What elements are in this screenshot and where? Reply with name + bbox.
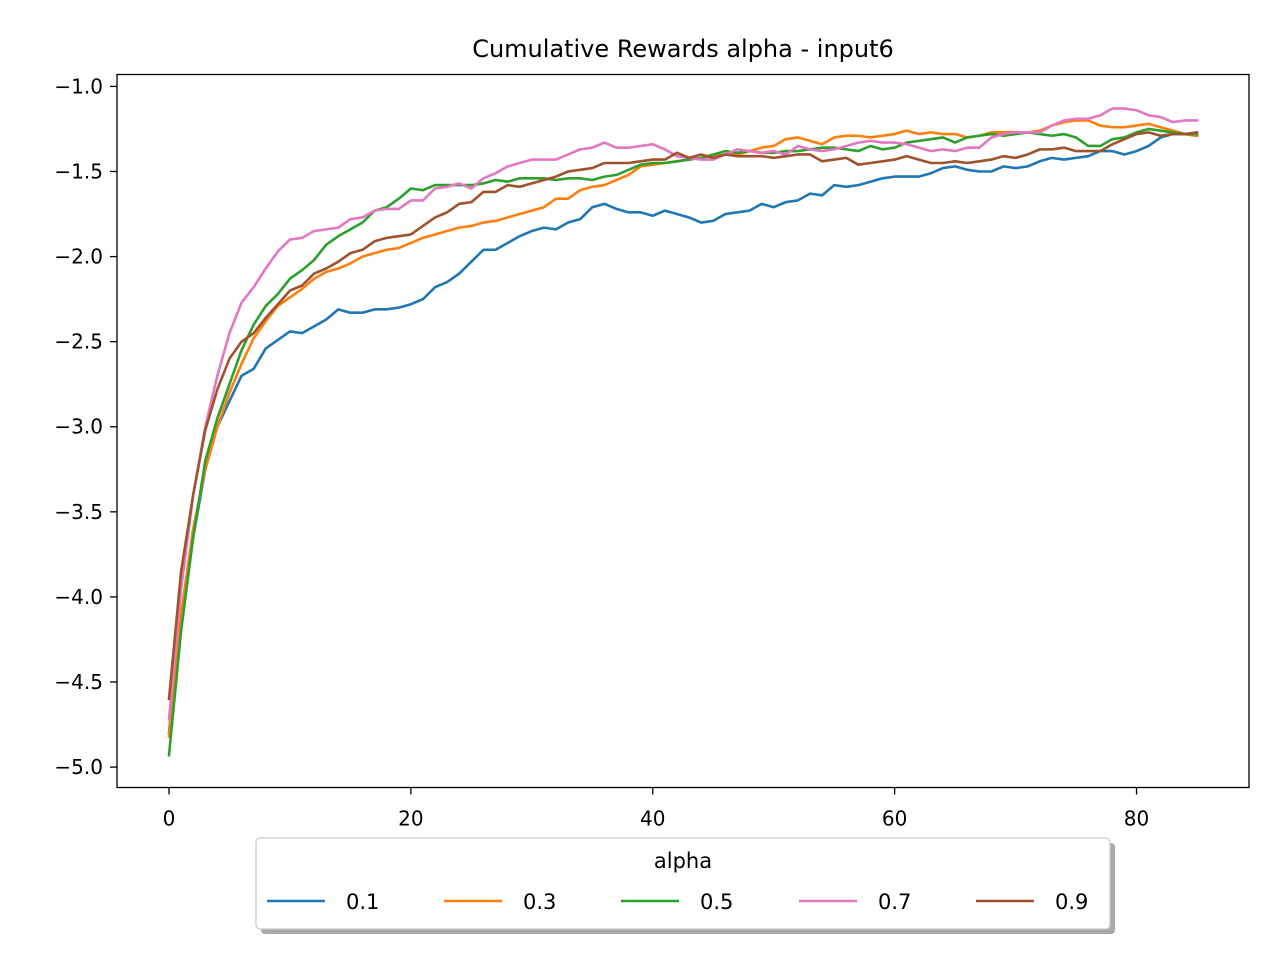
y-tick-label: −3.5	[54, 500, 103, 524]
legend-label: 0.5	[700, 890, 733, 914]
x-tick-label: 20	[398, 807, 423, 831]
legend-label: 0.7	[878, 890, 911, 914]
x-tick-label: 80	[1124, 807, 1149, 831]
y-tick-label: −4.0	[54, 585, 103, 609]
legend-item-0.3: 0.3	[444, 890, 556, 914]
legend: alpha 0.1 0.3 0.5 0.7 0.9	[255, 837, 1115, 934]
y-tick-label: −1.5	[54, 159, 103, 183]
y-tick-label: −5.0	[54, 755, 103, 779]
legend-label: 0.3	[523, 890, 556, 914]
legend-item-0.5: 0.5	[621, 890, 733, 914]
legend-item-0.7: 0.7	[799, 890, 911, 914]
series-line-0.9	[167, 130, 1199, 701]
x-tick-label: 40	[640, 807, 665, 831]
series-line-0.1	[167, 132, 1199, 735]
legend-label: 0.9	[1055, 890, 1088, 914]
y-tick-label: −4.5	[54, 670, 103, 694]
x-axis: 0 20 40 60 80	[163, 787, 1149, 831]
y-axis: −5.0 −4.5 −4.0 −3.5 −3.0 −2.5 −2.0 −1.5 −1.0	[54, 74, 117, 779]
y-tick-label: −2.5	[54, 330, 103, 354]
legend-title: alpha	[654, 849, 712, 873]
x-tick-label: 60	[882, 807, 907, 831]
x-tick-label: 0	[163, 807, 176, 831]
chart-title: Cumulative Rewards alpha - input6	[472, 35, 894, 63]
y-tick-label: −2.0	[54, 245, 103, 269]
y-tick-label: −3.0	[54, 415, 103, 439]
series-line-0.7	[167, 107, 1199, 721]
plot-frame	[116, 73, 1250, 789]
y-tick-label: −1.0	[54, 74, 103, 98]
legend-box	[255, 837, 1111, 930]
legend-label: 0.1	[346, 890, 379, 914]
legend-item-0.1: 0.1	[267, 890, 379, 914]
series-layer	[167, 107, 1199, 757]
legend-item-0.9: 0.9	[976, 890, 1088, 914]
